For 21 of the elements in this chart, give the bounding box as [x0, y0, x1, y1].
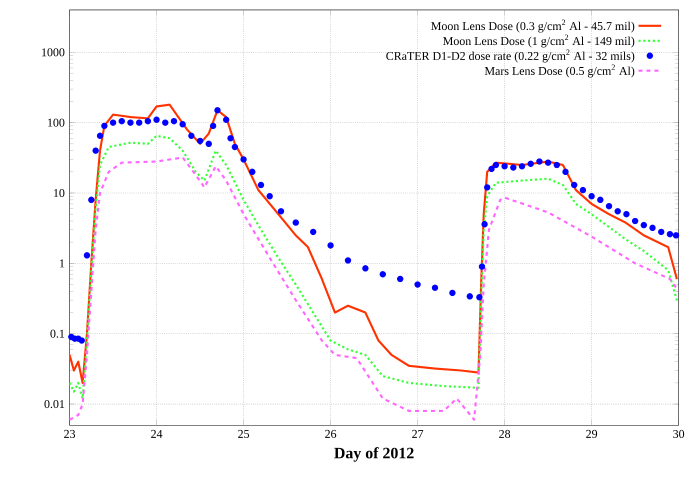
legend-label: Moon Lens Dose (0.3 g/cm$^{2}$ Al - 45.7 mil)	[431, 20, 634, 33]
x-tick-label: 30	[673, 430, 684, 438]
x-tick-label: 29	[586, 430, 598, 438]
y-tick-label: 100	[48, 118, 64, 127]
legend-label: CRaTER D1-D2 dose rate (0.22 g/cm$^{2}$ Al - 32 mils)	[386, 50, 634, 63]
x-axis-title: Day of 2012	[334, 447, 414, 462]
legend-label: Mars Lens Dose (0.5 g/cm$^{2}$ Al)	[484, 64, 634, 78]
x-tick-label: 27	[412, 430, 424, 438]
line-series	[70, 134, 678, 400]
line-series	[70, 156, 679, 421]
x-tick-label: 23	[64, 430, 76, 438]
x-tick-label: 24	[151, 430, 162, 438]
y-tick-label: 10	[54, 189, 64, 198]
y-tick-label: 1000	[42, 48, 64, 56]
x-tick-label: 25	[238, 430, 250, 438]
y-tick-label: 0.1	[50, 330, 64, 338]
y-tick-label: 1	[60, 260, 64, 268]
x-tick-label: 26	[325, 430, 336, 438]
x-tick-label: 28	[499, 430, 510, 438]
legend-label: Moon Lens Dose (1 g/cm$^{2}$ Al - 149 mil)	[443, 34, 634, 48]
y-tick-label: 0.01	[44, 400, 64, 408]
